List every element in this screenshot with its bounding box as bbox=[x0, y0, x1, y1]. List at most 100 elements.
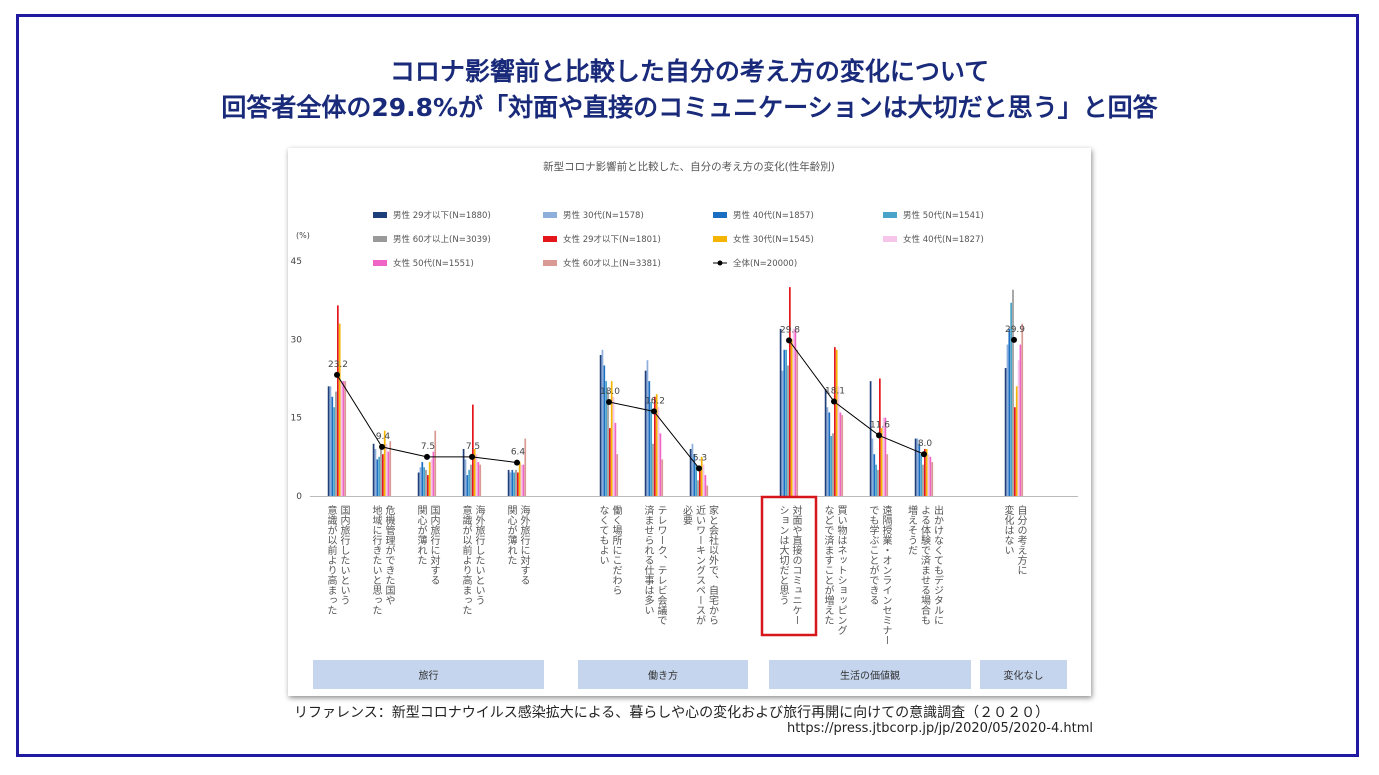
legend-label: 男性 60才以上(N=3039) bbox=[393, 234, 491, 245]
total-point bbox=[1011, 336, 1017, 343]
x-tick-label: 自分の考え方に bbox=[1015, 504, 1027, 575]
x-tick-label: 働く場所にこだわら bbox=[610, 504, 622, 595]
highlight-box bbox=[760, 495, 818, 637]
data-label: 18.1 bbox=[825, 386, 845, 396]
data-label: 11.6 bbox=[870, 420, 890, 430]
bar bbox=[419, 467, 422, 496]
data-label: 7.5 bbox=[421, 442, 435, 452]
bar bbox=[699, 469, 701, 496]
total-point bbox=[606, 399, 612, 405]
bar bbox=[327, 386, 330, 496]
bar bbox=[1014, 407, 1016, 496]
bar bbox=[475, 454, 478, 496]
legend-label: 男性 29才以下(N=1880) bbox=[393, 210, 491, 221]
group-label: 変化なし bbox=[1004, 669, 1044, 682]
bar bbox=[342, 381, 345, 496]
bar bbox=[924, 449, 926, 496]
reference-text: リファレンス：新型コロナウイルス感染拡大による、暮らしや心の変化および旅行再開に… bbox=[294, 705, 1050, 721]
data-label: 8.0 bbox=[918, 439, 933, 449]
bar bbox=[785, 349, 787, 496]
bar bbox=[644, 370, 647, 496]
bar bbox=[376, 459, 379, 496]
bar bbox=[464, 459, 467, 496]
y-tick-label: 30 bbox=[291, 335, 303, 345]
y-axis-unit: (%) bbox=[296, 231, 310, 240]
data-label: 29.8 bbox=[780, 325, 800, 335]
group-label: 働き方 bbox=[648, 669, 678, 682]
bar bbox=[839, 412, 842, 496]
x-tick-label: などで済ますことが増えた bbox=[822, 505, 834, 625]
legend-label: 女性 60才以上(N=3381) bbox=[563, 258, 661, 269]
bar bbox=[794, 328, 797, 496]
data-label: 7.5 bbox=[466, 442, 480, 452]
bar bbox=[787, 365, 789, 496]
legend-label: 全体(N=20000) bbox=[733, 258, 797, 269]
bar bbox=[517, 472, 519, 496]
data-label: 6.4 bbox=[511, 448, 526, 458]
x-tick-label: 家と会社以外で、自宅から bbox=[707, 504, 719, 625]
bar bbox=[333, 407, 335, 496]
bar bbox=[609, 428, 611, 496]
bar bbox=[430, 459, 433, 496]
bar bbox=[614, 422, 617, 496]
bar bbox=[372, 443, 375, 496]
bar bbox=[378, 456, 380, 496]
bar bbox=[659, 433, 662, 496]
bar bbox=[916, 438, 919, 496]
bar bbox=[603, 365, 606, 496]
bar bbox=[914, 438, 917, 496]
bar bbox=[918, 443, 921, 496]
bar bbox=[873, 454, 876, 496]
x-tick-label: 増えそうだ bbox=[906, 504, 918, 555]
bar bbox=[1021, 323, 1024, 496]
x-tick-label: 対面や直接のコミュニケー bbox=[790, 504, 802, 625]
legend-label: 男性 50代(N=1541) bbox=[903, 210, 984, 221]
bar bbox=[789, 287, 791, 496]
x-tick-label: でも学ぶことができる bbox=[867, 505, 879, 605]
bar bbox=[344, 381, 347, 496]
total-point bbox=[424, 453, 430, 460]
bar bbox=[871, 438, 874, 496]
bar bbox=[704, 475, 707, 496]
bar bbox=[920, 454, 922, 496]
total-point bbox=[651, 408, 657, 415]
bar bbox=[702, 464, 705, 496]
total-point bbox=[514, 459, 520, 466]
bar bbox=[607, 391, 609, 496]
bar bbox=[824, 388, 827, 496]
slide-border bbox=[16, 14, 1359, 757]
x-tick-label: 国内旅行に対する bbox=[428, 505, 440, 585]
x-tick-label: ションは大切だと思う bbox=[777, 505, 789, 605]
legend-swatch bbox=[883, 212, 897, 218]
bar bbox=[826, 407, 829, 496]
bar bbox=[616, 454, 619, 496]
total-point bbox=[921, 451, 927, 458]
bar bbox=[875, 464, 877, 496]
group-label: 生活の価値観 bbox=[840, 669, 900, 682]
chart: 新型コロナ影響前と比較した、自分の考え方の変化(性年齢別) (%) 0 15 30 45 男… bbox=[291, 160, 1078, 689]
bar bbox=[479, 464, 482, 496]
bar bbox=[1004, 368, 1007, 496]
legend-swatch bbox=[713, 212, 727, 218]
bar bbox=[689, 449, 692, 496]
x-tick-label: 危機管理ができた国や bbox=[383, 505, 395, 605]
bar bbox=[335, 391, 337, 496]
data-label: 5.3 bbox=[693, 453, 707, 463]
x-tick-label: 海外旅行したいという bbox=[473, 504, 485, 605]
bar bbox=[877, 469, 879, 496]
x-tick-label: 国内旅行したいという bbox=[338, 505, 350, 605]
bar bbox=[646, 360, 649, 496]
data-label: 16.2 bbox=[645, 396, 665, 406]
legend-swatch bbox=[883, 236, 897, 242]
bar bbox=[472, 404, 474, 496]
x-tick-label: 意識が以前より高まった bbox=[460, 504, 472, 615]
group-bar bbox=[980, 660, 1067, 689]
bar bbox=[513, 472, 515, 496]
bar bbox=[697, 480, 699, 496]
x-tick-label: 関心が薄れた bbox=[505, 505, 517, 565]
total-point bbox=[876, 432, 882, 439]
legend-swatch bbox=[543, 212, 557, 218]
slide-title-line-2: 回答者全体の29.8%が「対面や直接のコミュニケーションは大切だと思う」と回答 bbox=[221, 93, 1158, 122]
legend-swatch bbox=[543, 260, 557, 266]
bar bbox=[1010, 302, 1012, 496]
